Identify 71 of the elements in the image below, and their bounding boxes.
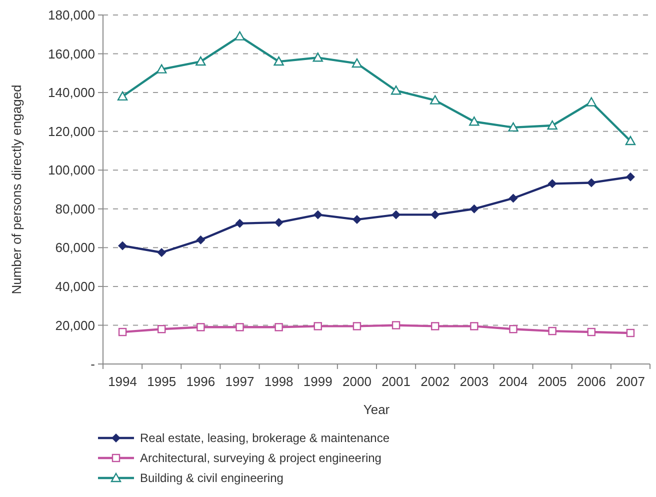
point [548,326,556,336]
point [236,323,244,332]
x-tick-label: 1996 [186,374,216,389]
x-tick-label: 2007 [616,374,645,389]
point [390,86,402,95]
y-tick-label: 140,000 [48,85,95,100]
point [274,56,284,66]
point [587,328,596,336]
point [234,31,245,40]
x-tick-label: 2005 [538,374,567,389]
point [352,322,362,330]
point [392,321,400,330]
legend-label: Real estate, leasing, brokerage & maintenance [140,431,390,446]
y-axis-title: Number of persons directly engaged [9,84,24,294]
point [117,91,128,101]
point [430,95,440,104]
x-tick-label: 2006 [576,374,606,389]
y-tick-label: 80,000 [55,201,95,216]
point [314,322,322,330]
point [274,218,284,227]
x-tick-label: 2000 [342,374,372,389]
x-tick-label: 1999 [303,374,332,389]
point [586,178,596,188]
y-tick-label: 120,000 [48,124,95,139]
point [625,136,636,146]
point [118,328,127,336]
y-tick-label: 180,000 [48,8,95,23]
x-tick-label: 1995 [147,374,176,389]
x-tick-label: 1998 [264,374,294,389]
legend-label: Building & civil engineering [140,471,284,486]
point [118,241,128,250]
point [547,120,558,130]
point [274,323,283,332]
point [313,210,322,220]
point [157,248,166,258]
point [392,210,401,220]
point [508,194,518,203]
point [156,64,167,74]
point [312,52,323,62]
y-tick-label: 20,000 [55,318,95,333]
x-tick-label: 2004 [498,374,528,389]
x-tick-label: 2003 [460,374,489,389]
x-axis-title: Year [363,402,390,417]
point [352,215,362,224]
x-tick-label: 2001 [382,374,410,389]
point [548,179,557,188]
point [508,122,518,132]
point [586,97,596,106]
y-tick-label: - [90,356,95,372]
point [470,204,479,214]
x-tick-label: 1994 [108,374,137,389]
y-tick-label: 160,000 [48,46,95,62]
point [196,323,205,332]
point [626,328,635,338]
y-tick-label: 40,000 [55,278,95,294]
point [352,58,362,68]
point [509,325,518,334]
point [235,218,244,228]
point [196,235,206,244]
x-tick-label: 1997 [225,374,254,389]
x-tick-label: 2002 [420,374,450,389]
point [470,322,478,330]
point [158,325,166,334]
point [626,172,635,182]
point [431,322,440,330]
point [430,210,440,220]
y-tick-label: 100,000 [48,162,95,178]
y-tick-label: 60,000 [55,240,95,256]
point [196,56,206,66]
legend-label: Architectural, surveying & project engineering [140,451,382,466]
point [469,116,480,126]
